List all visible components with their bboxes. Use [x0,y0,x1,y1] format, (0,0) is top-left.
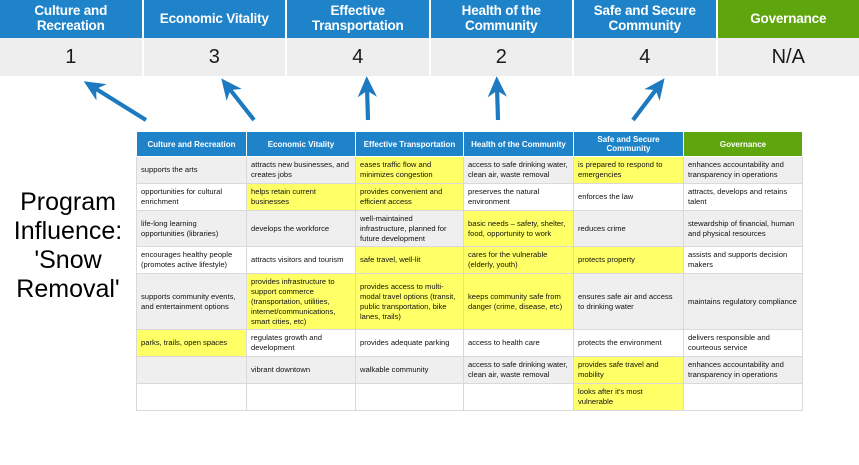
table-row: vibrant downtown walkable community acce… [136,356,803,384]
matrix-cell[interactable]: enhances accountability and transparency… [683,156,803,185]
scorecard-header-label: Safe and Secure Community [593,3,696,33]
matrix-cell[interactable]: protects property [573,246,684,275]
matrix-header-economic-vitality[interactable]: Economic Vitality [246,130,356,158]
scorecard-header-label: Effective Transportation [311,3,404,33]
matrix-cell[interactable]: attracts, develops and retains talent [683,183,803,211]
matrix-cell[interactable]: parks, trails, open spaces [136,329,247,358]
matrix-cell[interactable]: attracts new businesses, and creates job… [246,156,356,185]
matrix-cell[interactable]: access to health care [463,329,574,358]
arrow-economic-vitality [221,78,256,122]
program-influence-caption: Program Influence: 'Snow Removal' [13,188,123,303]
scorecard-header-row: Culture and Recreation Economic Vitality… [0,0,859,38]
scorecard-value-row: 1 3 4 2 4 N/A [0,38,859,76]
matrix-cell[interactable]: reduces crime [573,209,684,248]
scorecard-value-economic-vitality: 3 [143,38,287,76]
table-row: supports community events, and entertain… [136,273,803,331]
arrow-culture-and-recreation [83,81,148,122]
table-row: life-long learning opportunities (librar… [136,209,803,248]
scorecard-header-economic-vitality[interactable]: Economic Vitality [143,0,287,38]
table-row: supports the arts attracts new businesse… [136,156,803,185]
table-row: opportunities for cultural enrichment he… [136,183,803,211]
scorecard-value-culture-and-recreation: 1 [0,38,144,76]
scorecard-header-effective-transportation[interactable]: Effective Transportation [287,0,431,38]
matrix-cell[interactable]: preserves the natural environment [463,183,574,211]
matrix-cell[interactable]: supports community events, and entertain… [136,273,247,331]
matrix-cell[interactable]: enforces the law [573,183,684,211]
matrix-cell[interactable]: assists and supports decision makers [683,246,803,275]
matrix-header-culture-and-recreation[interactable]: Culture and Recreation [136,130,247,158]
influence-matrix: Culture and Recreation Economic Vitality… [136,130,803,411]
matrix-cell[interactable] [246,382,356,411]
matrix-cell[interactable]: provides access to multi-modal travel op… [355,273,464,331]
matrix-cell[interactable]: supports the arts [136,156,247,185]
arrow-safe-and-secure-community [631,78,665,122]
scorecard-value-effective-transportation: 4 [287,38,431,76]
matrix-cell[interactable]: keeps community safe from danger (crime,… [463,273,574,331]
scorecard-header-culture-and-recreation[interactable]: Culture and Recreation [0,0,144,38]
table-row: encourages healthy people (promotes acti… [136,246,803,275]
matrix-cell[interactable]: maintains regulatory compliance [683,273,803,331]
matrix-cell[interactable]: looks after it's most vulnerable [573,382,684,411]
matrix-cell[interactable]: regulates growth and development [246,329,356,358]
matrix-cell[interactable]: opportunities for cultural enrichment [136,183,247,211]
matrix-body: supports the arts attracts new businesse… [136,156,803,411]
matrix-cell[interactable]: develops the workforce [246,209,356,248]
scorecard-header-label: Health of the Community [461,3,541,33]
scorecard-value-safe-and-secure-community: 4 [574,38,718,76]
matrix-cell[interactable] [136,382,247,411]
arrow-effective-transportation [357,76,377,121]
matrix-cell[interactable]: life-long learning opportunities (librar… [136,209,247,248]
scorecard-header-label: Economic Vitality [159,10,269,26]
matrix-cell[interactable]: basic needs – safety, shelter, food, opp… [463,209,574,248]
matrix-cell[interactable]: enhances accountability and transparency… [683,356,803,384]
matrix-cell[interactable]: provides convenient and efficient access [355,183,464,211]
matrix-cell[interactable]: well-maintained infrastructure, planned … [355,209,464,248]
matrix-header-governance[interactable]: Governance [683,130,803,158]
scorecard-value-governance: N/A [717,38,859,76]
matrix-header-safe-and-secure-community[interactable]: Safe and Secure Community [573,130,684,158]
matrix-cell[interactable]: access to safe drinking water, clean air… [463,156,574,185]
matrix-cell[interactable]: access to safe drinking water, clean air… [463,356,574,384]
matrix-cell[interactable]: cares for the vulnerable (elderly, youth… [463,246,574,275]
matrix-cell[interactable]: ensures safe air and access to drinking … [573,273,684,331]
matrix-cell[interactable] [136,356,247,384]
table-row: looks after it's most vulnerable [136,382,803,411]
matrix-cell[interactable]: stewardship of financial, human and phys… [683,209,803,248]
matrix-cell[interactable]: delivers responsible and courteous servi… [683,329,803,358]
matrix-cell[interactable]: provides adequate parking [355,329,464,358]
arrow-connector-layer [83,76,665,122]
matrix-header-row: Culture and Recreation Economic Vitality… [136,130,803,158]
matrix-cell[interactable]: provides infrastructure to support comme… [246,273,356,331]
influence-matrix-container: Culture and Recreation Economic Vitality… [136,130,803,411]
matrix-cell[interactable]: eases traffic flow and minimizes congest… [355,156,464,185]
matrix-cell[interactable] [355,382,464,411]
scorecard-value-health-of-the-community: 2 [430,38,574,76]
scorecard-header-label: Culture and Recreation [34,3,108,33]
table-row: parks, trails, open spaces regulates gro… [136,329,803,358]
matrix-header-health-of-the-community[interactable]: Health of the Community [463,130,574,158]
matrix-cell[interactable]: is prepared to respond to emergencies [573,156,684,185]
scorecard-header-health-of-the-community[interactable]: Health of the Community [430,0,574,38]
matrix-cell[interactable]: attracts visitors and tourism [246,246,356,275]
matrix-cell[interactable]: helps retain current businesses [246,183,356,211]
matrix-header-effective-transportation[interactable]: Effective Transportation [355,130,464,158]
scorecard-header-governance[interactable]: Governance [717,0,859,38]
matrix-cell[interactable] [683,382,803,411]
matrix-cell[interactable] [463,382,574,411]
arrow-health-of-the-community [487,76,507,121]
matrix-cell[interactable]: protects the environment [573,329,684,358]
matrix-cell[interactable]: safe travel, well-lit [355,246,464,275]
matrix-cell[interactable]: encourages healthy people (promotes acti… [136,246,247,275]
scorecard-summary: Culture and Recreation Economic Vitality… [0,0,859,76]
matrix-cell[interactable]: vibrant downtown [246,356,356,384]
scorecard-header-safe-and-secure-community[interactable]: Safe and Secure Community [574,0,718,38]
matrix-cell[interactable]: provides safe travel and mobility [573,356,684,384]
matrix-cell[interactable]: walkable community [355,356,464,384]
scorecard-header-label: Governance [750,10,827,26]
